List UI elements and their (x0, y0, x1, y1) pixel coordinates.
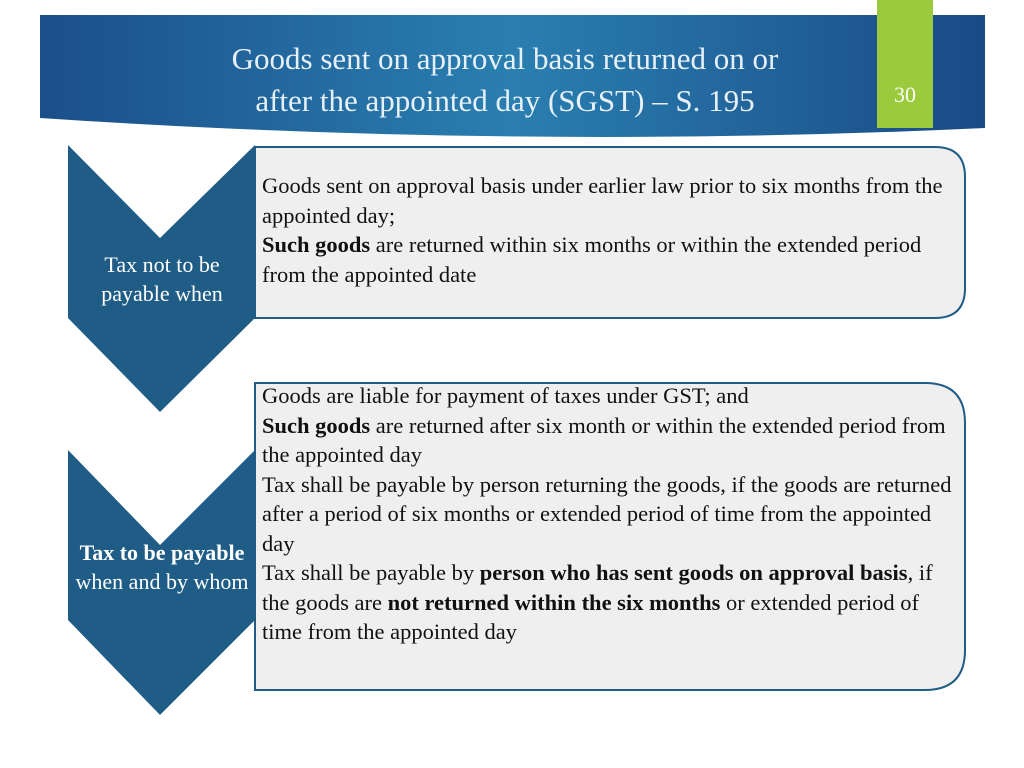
bullet: Such goods are returned within six month… (262, 230, 952, 289)
text-run: not returned within the six months (387, 589, 721, 615)
bullet-list: Goods are liable for payment of taxes un… (262, 381, 952, 647)
text-run: are returned after six month or within t… (262, 412, 946, 468)
text-run: are returned within six months or within… (262, 232, 922, 287)
bullet: Goods are liable for payment of taxes un… (262, 381, 952, 411)
content-box (254, 382, 966, 691)
bullet: Goods sent on approval basis under earli… (262, 171, 952, 230)
content-box (254, 146, 966, 319)
chevron (68, 145, 255, 412)
bullet: Tax shall be payable by person returning… (262, 470, 952, 559)
text-run: Goods are liable for payment of taxes un… (262, 383, 749, 408)
text-run: Tax shall be payable by (262, 560, 480, 585)
bullet-list: Goods sent on approval basis under earli… (262, 171, 952, 289)
bullet: Tax shall be payable by person who has s… (262, 558, 952, 647)
chevron (68, 450, 255, 715)
page-number: 30 (894, 82, 916, 107)
section-label: Tax to be payable when and by whom (72, 538, 252, 596)
section-label: Tax not to be payable when (72, 250, 252, 308)
text-run: Tax shall be payable by person returning… (262, 471, 952, 556)
text-run: Tax not to be payable when (101, 252, 223, 306)
header-band (40, 15, 985, 137)
bullet: Such goods are returned after six month … (262, 411, 952, 470)
text-run: or extended period of time from the appo… (262, 589, 920, 645)
text-run: Goods sent on approval basis under earli… (262, 173, 943, 228)
text-run: person who has sent goods on approval ba… (479, 560, 908, 585)
text-run: Such goods (262, 412, 371, 438)
text-run: when and by whom (75, 569, 249, 594)
text-run: , if the goods are (262, 560, 933, 615)
page-tab (877, 0, 933, 128)
title-line: after the appointed day (SGST) – S. 195 (255, 83, 755, 118)
title-line: Goods sent on approval basis returned on… (231, 41, 779, 76)
text-run: Tax to be payable (79, 540, 245, 565)
slide-title: Goods sent on approval basis returned on… (140, 38, 870, 122)
text-run: Such goods (262, 232, 371, 257)
